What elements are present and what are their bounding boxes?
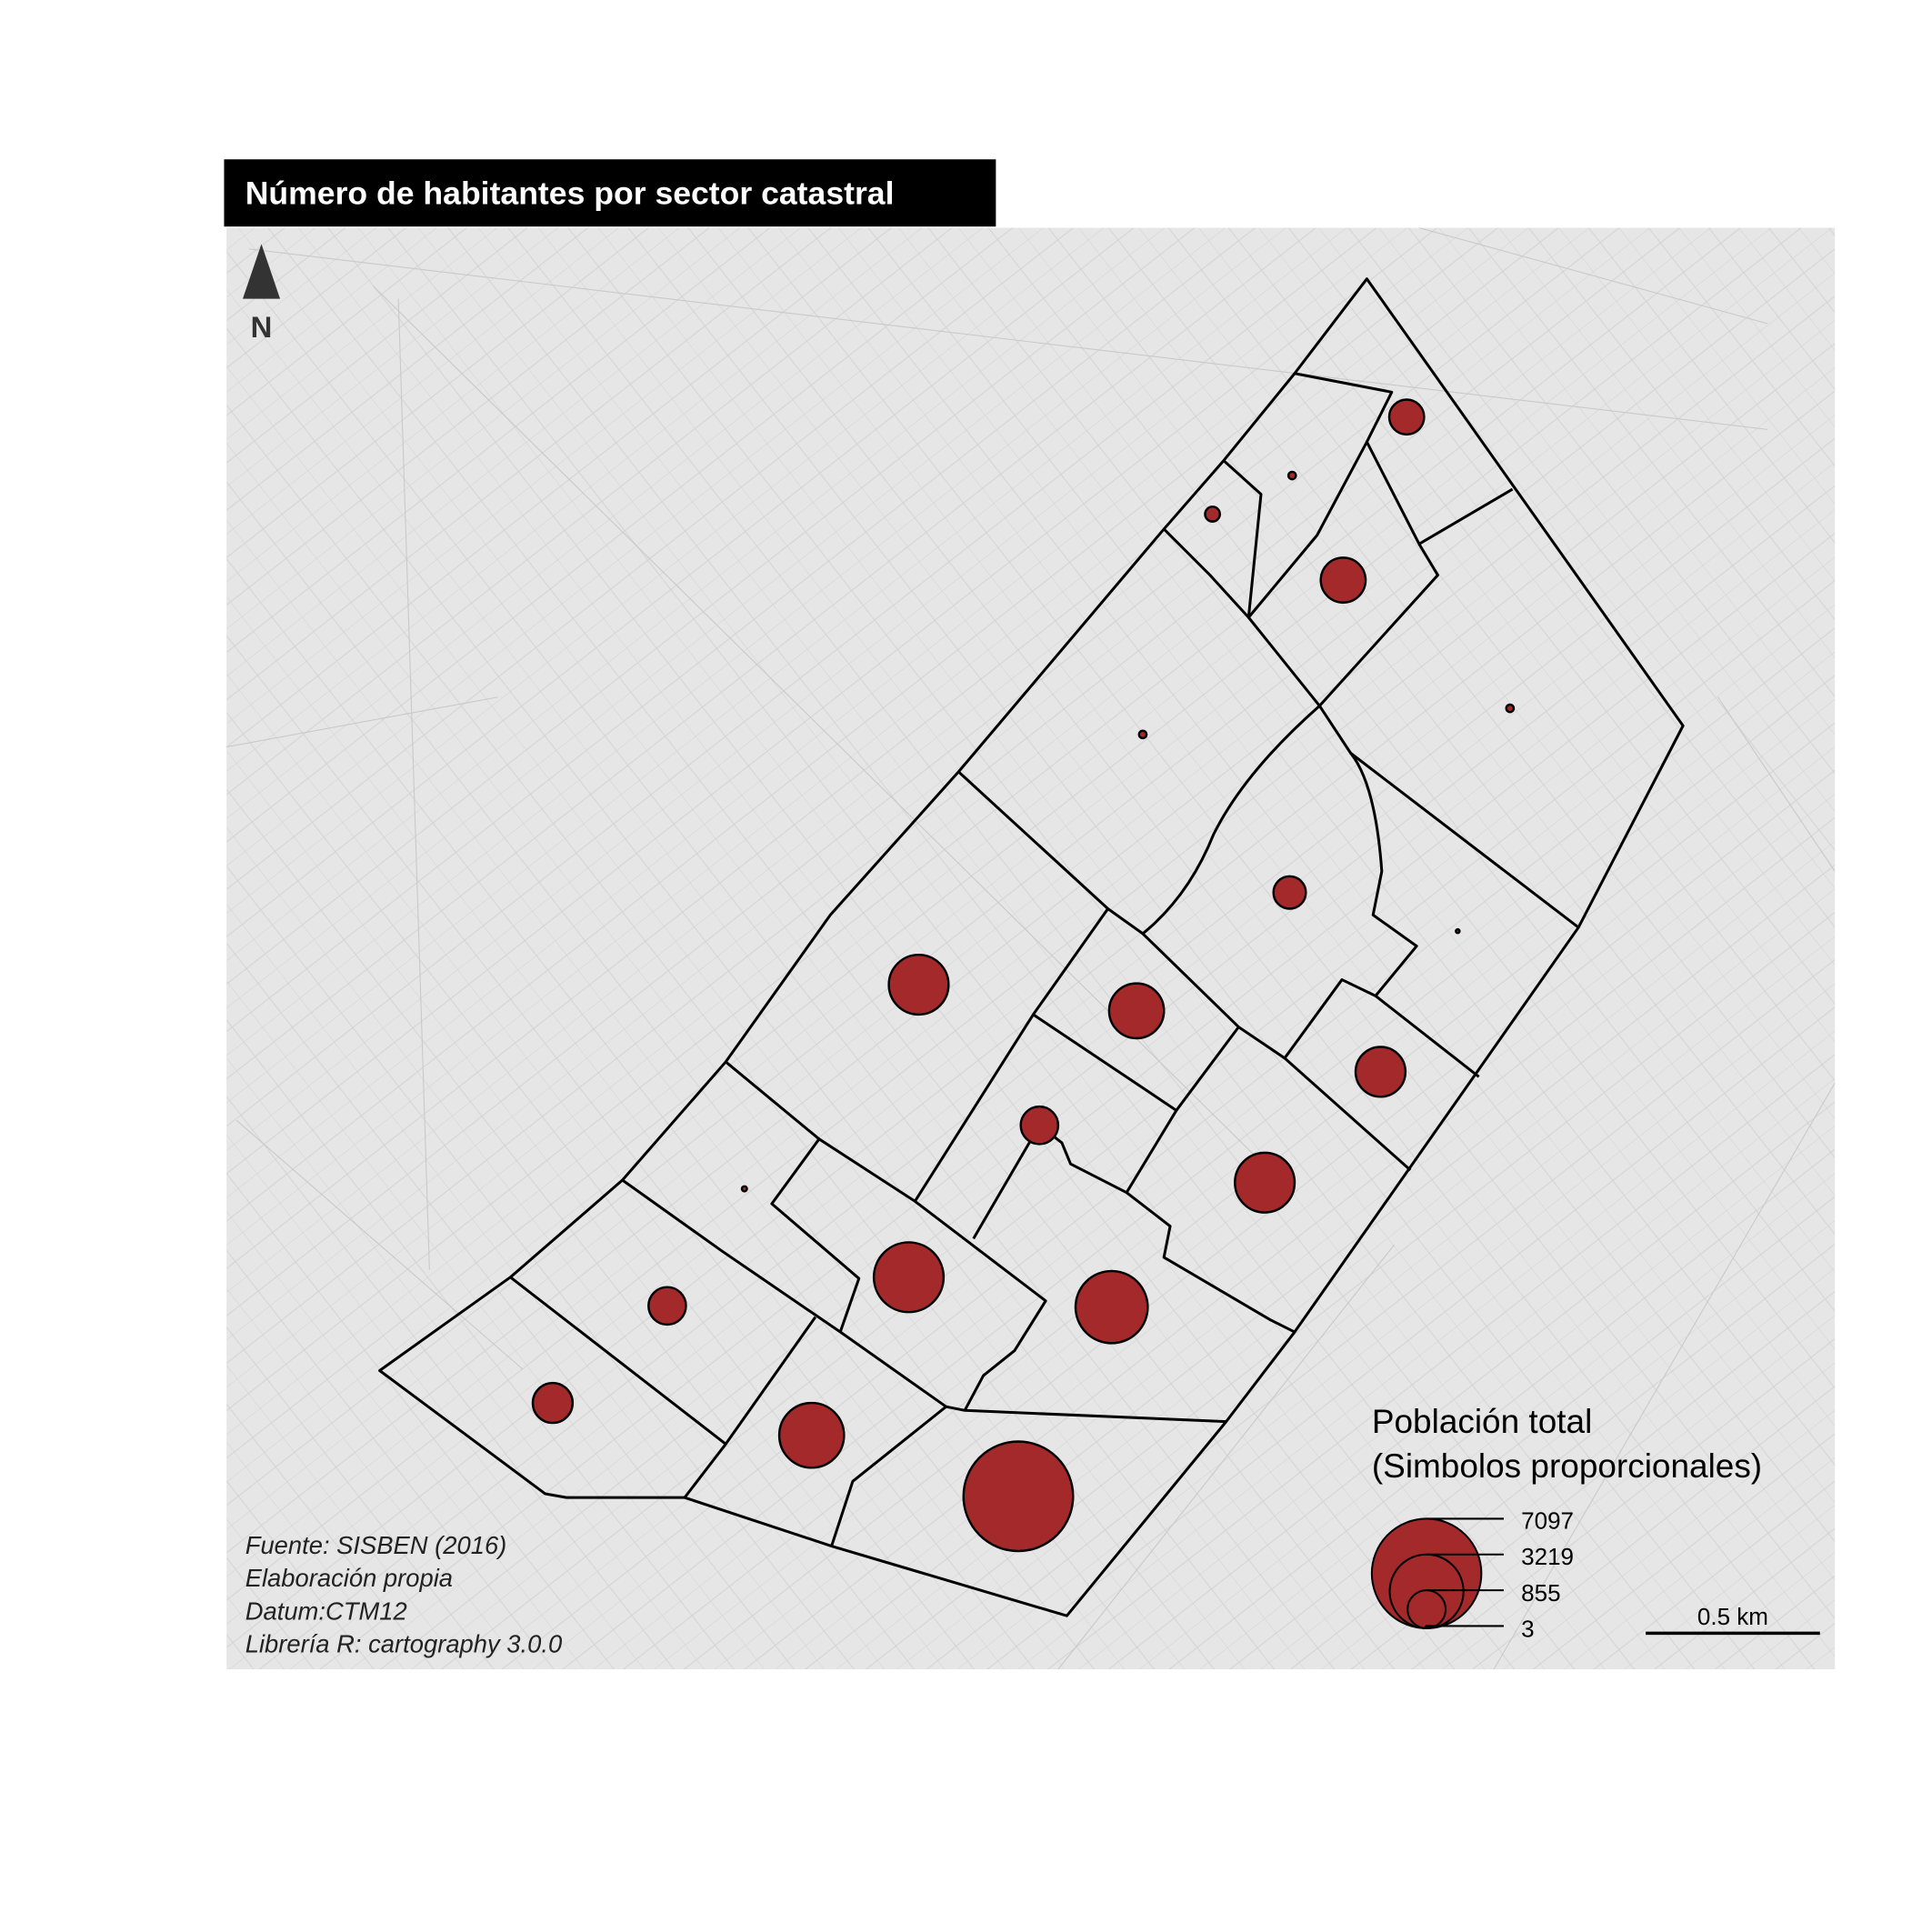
- population-symbol: [962, 1440, 1075, 1553]
- notes: Fuente: SISBEN (2016) Elaboración propia D…: [245, 1531, 562, 1658]
- legend-label: 7097: [1521, 1507, 1574, 1534]
- population-symbol: [1505, 703, 1516, 714]
- population-symbol: [887, 953, 950, 1016]
- population-symbol: [1019, 1105, 1060, 1146]
- population-symbol: [1272, 875, 1307, 910]
- proportional-symbols: [531, 398, 1516, 1553]
- population-symbol: [1286, 470, 1297, 481]
- title-box: [224, 159, 996, 227]
- street-network: [226, 227, 1836, 1670]
- map-title: Número de habitantes por sector catastra…: [245, 175, 895, 212]
- legend-label: 3219: [1521, 1543, 1574, 1570]
- population-symbol: [740, 1185, 748, 1193]
- legend-label: 855: [1521, 1579, 1560, 1607]
- north-label: N: [251, 310, 273, 344]
- legend-title: (Simbolos proporcionales): [1372, 1447, 1762, 1485]
- population-symbol: [1074, 1269, 1149, 1345]
- north-arrow: [242, 244, 281, 299]
- population-symbol: [1455, 927, 1461, 935]
- population-symbol: [1234, 1151, 1296, 1214]
- note: Librería R: cartography 3.0.0: [245, 1630, 562, 1658]
- note: Elaboración propia: [245, 1564, 453, 1592]
- legend: 7097 3219 855 3: [1370, 1507, 1574, 1642]
- legend-symbol: [1370, 1517, 1483, 1629]
- legend-label: 3: [1521, 1615, 1534, 1642]
- population-symbol: [1319, 556, 1367, 604]
- legend-title: Población total: [1372, 1403, 1592, 1440]
- population-symbol: [777, 1401, 846, 1469]
- population-symbol: [872, 1241, 946, 1314]
- population-symbol: [1354, 1046, 1407, 1098]
- population-symbol: [1137, 729, 1148, 740]
- note: Fuente: SISBEN (2016): [245, 1531, 507, 1559]
- population-symbol: [1107, 982, 1166, 1040]
- population-symbol: [531, 1381, 575, 1425]
- scale-bar-label: 0.5 km: [1697, 1603, 1768, 1630]
- note: Datum:CTM12: [245, 1597, 407, 1625]
- population-symbol: [1387, 398, 1426, 436]
- population-symbol: [1204, 506, 1221, 523]
- population-symbol: [647, 1286, 687, 1326]
- sector-boundaries: [378, 277, 1685, 1617]
